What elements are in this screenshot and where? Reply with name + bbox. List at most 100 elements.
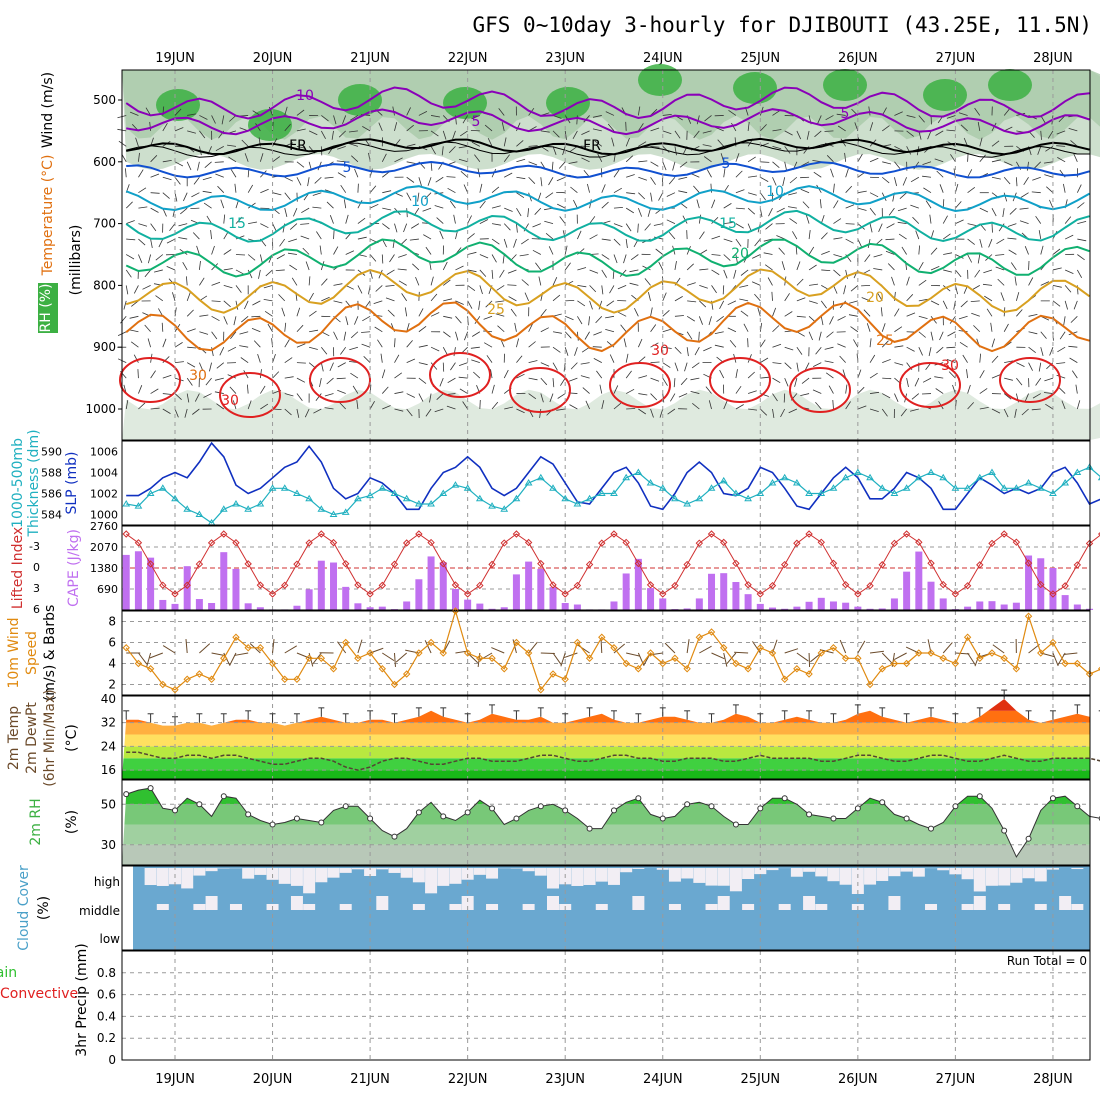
- rh2m-point: [830, 815, 837, 822]
- wind-barb: [626, 408, 636, 410]
- thickness-point: [768, 479, 777, 486]
- wind-barb: [845, 204, 855, 209]
- wind-barb: [540, 327, 549, 333]
- thickness-point: [914, 473, 923, 481]
- wind-barb: [564, 130, 567, 140]
- temp-band: [122, 734, 1090, 747]
- wind-barb: [1056, 362, 1066, 364]
- lifted-index-point: [634, 559, 643, 568]
- lifted-index-point: [1049, 590, 1057, 598]
- wind-barb: [340, 346, 347, 355]
- cloud-high-gap: [193, 868, 206, 876]
- wind10-speed-point: [707, 628, 716, 636]
- thickness-point: [317, 505, 326, 512]
- cape-bar: [159, 599, 167, 610]
- wind-barb: [455, 316, 462, 324]
- wind-barb: [441, 146, 444, 156]
- wind-barb: [1028, 314, 1038, 317]
- rh2m-band: [122, 824, 1090, 845]
- cape-bar: [817, 597, 825, 610]
- wind-barb: [462, 115, 468, 124]
- wind-barb: [150, 223, 157, 232]
- wind-barb: [345, 214, 349, 224]
- wind-barb: [186, 161, 192, 171]
- wind-barb: [678, 176, 688, 180]
- wind-barb: [714, 331, 724, 334]
- cloud-high-gap: [900, 868, 913, 872]
- chart-title: GFS 0~10day 3-hourly for DJIBOUTI (43.25…: [472, 13, 1092, 37]
- wind-barb: [826, 331, 834, 338]
- cape-bar: [964, 606, 972, 610]
- wind-barb: [1028, 331, 1038, 335]
- cloud-high-gap: [242, 868, 255, 879]
- wind-barb: [711, 269, 720, 275]
- wind-barb: [1031, 191, 1041, 194]
- wind-barb: [710, 183, 712, 193]
- lifted-index-point: [366, 590, 374, 598]
- wind-barb: [723, 254, 731, 261]
- wind-barb: [850, 285, 859, 292]
- thickness-point: [792, 479, 801, 486]
- wind-barb: [1007, 237, 1017, 240]
- wind-barb: [772, 362, 782, 364]
- wind-barb: [637, 208, 642, 217]
- wind10-speed-point: [951, 659, 960, 668]
- wind-barb: [869, 223, 873, 233]
- wind-barb: [172, 292, 176, 301]
- wind10-speed-point: [281, 675, 289, 683]
- wind-barb: [613, 207, 623, 209]
- temperature-contour: [126, 108, 1090, 136]
- lifted-index-point: [976, 561, 984, 569]
- wind-barb: [1064, 285, 1072, 293]
- wind-barb: [735, 254, 738, 264]
- wind-barb: [747, 207, 756, 215]
- wind-barb: [948, 371, 956, 379]
- lifted-index-point: [951, 590, 960, 598]
- wind-barb: [1003, 393, 1012, 400]
- wind10-speed-point: [232, 633, 240, 641]
- lifted-index-point: [207, 539, 216, 547]
- wind-barb: [820, 316, 824, 326]
- wind-barb: [125, 400, 129, 410]
- wind-barb: [596, 370, 603, 379]
- wind-barb: [923, 187, 932, 194]
- cloud-high-gap: [364, 868, 377, 877]
- wind-barb: [369, 203, 379, 209]
- wind-barb: [479, 254, 489, 259]
- lifted-index-point: [537, 559, 545, 568]
- wind-barb: [150, 407, 160, 410]
- lifted-index-point: [171, 590, 179, 598]
- cloud-high-gap: [815, 868, 828, 877]
- wind-barb: [516, 373, 525, 379]
- contour-label: 30: [941, 358, 959, 374]
- wind-barb: [259, 254, 263, 264]
- wind-barb: [723, 269, 728, 279]
- wind-barb: [670, 393, 676, 402]
- wind-barb: [967, 254, 973, 263]
- thickness-point: [378, 484, 387, 491]
- wind-barb: [833, 285, 838, 294]
- date-label-top: 27JUN: [936, 51, 976, 66]
- lifted-index-ytick: 6: [33, 603, 40, 616]
- rh2m-point: [732, 821, 739, 828]
- cloud-mid-gap: [668, 904, 681, 910]
- wind-barb: [187, 346, 197, 349]
- wind-barb: [1028, 346, 1036, 354]
- wind-barb: [715, 127, 724, 132]
- thickness-ytick: 586: [41, 488, 62, 501]
- cape-bar: [500, 607, 508, 610]
- contour-label: 10: [766, 184, 784, 200]
- wind-barb: [830, 168, 834, 178]
- wind-barb: [385, 285, 395, 287]
- wind-barb: [637, 338, 643, 348]
- thickness-point: [585, 494, 594, 502]
- wind-barb: [1044, 174, 1054, 178]
- rh2m-point: [464, 809, 471, 816]
- wind-barb: [308, 310, 317, 317]
- cape-bar: [366, 607, 374, 610]
- wind-barb: [162, 160, 172, 163]
- wind-barb: [289, 223, 298, 230]
- wind-barb: [974, 269, 981, 278]
- wind-barb: [548, 177, 554, 186]
- wind-barb: [528, 323, 533, 332]
